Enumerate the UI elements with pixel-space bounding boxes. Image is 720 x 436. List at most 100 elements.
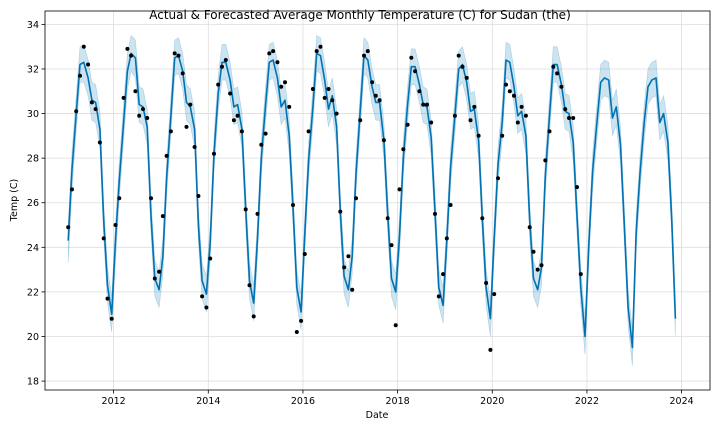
actual-point (299, 318, 304, 323)
actual-point (523, 113, 528, 118)
actual-point (93, 107, 98, 112)
actual-point (448, 203, 453, 207)
actual-point (484, 281, 489, 285)
actual-point (429, 120, 434, 125)
actual-point (235, 113, 240, 118)
uncertainty-band (67, 34, 676, 366)
y-tick-label: 34 (27, 20, 39, 31)
actual-point (559, 84, 564, 89)
x-tick-label: 2014 (196, 396, 220, 407)
actual-point (231, 118, 236, 123)
actual-point (346, 254, 351, 259)
x-tick-label: 2022 (575, 396, 599, 407)
y-tick-label: 20 (27, 332, 39, 343)
actual-point (275, 60, 280, 65)
actual-point (571, 116, 576, 120)
actual-point (476, 133, 481, 138)
actual-point (255, 211, 260, 216)
y-tick-label: 28 (27, 154, 39, 165)
actual-point (515, 120, 520, 125)
x-tick-label: 2024 (670, 396, 694, 407)
actual-point (472, 104, 477, 109)
x-axis-label: Date (366, 410, 389, 421)
actual-point (370, 80, 375, 85)
x-tick-label: 2016 (291, 396, 315, 407)
actual-point (220, 64, 224, 69)
actual-point (243, 207, 248, 212)
actual-point (263, 131, 268, 136)
actual-point (306, 129, 311, 134)
y-axis-label: Temp (C) (9, 179, 20, 222)
actual-point (547, 129, 552, 134)
actual-point (433, 211, 437, 216)
actual-point (70, 187, 74, 192)
actual-point (381, 138, 386, 143)
x-axis-ticks: 2012 2014 2016 2018 2020 2022 2024 (102, 390, 694, 407)
actual-point (385, 216, 390, 221)
actual-point (512, 93, 516, 98)
actual-point (326, 87, 331, 91)
actual-point (322, 95, 327, 100)
y-tick-label: 24 (27, 243, 39, 254)
x-tick-label: 2020 (480, 396, 504, 407)
actual-point (389, 243, 394, 248)
actual-point (377, 98, 382, 103)
x-tick-label: 2012 (102, 396, 126, 407)
actual-point (196, 194, 201, 198)
actual-point (66, 225, 71, 230)
actual-point (188, 102, 193, 107)
y-tick-label: 18 (27, 377, 39, 388)
actual-point (421, 102, 426, 107)
actual-point (212, 151, 216, 156)
forecast-line (67, 52, 677, 349)
actual-point (365, 49, 370, 54)
actual-point (535, 267, 540, 272)
actual-point (531, 249, 536, 254)
actual-point (294, 330, 299, 334)
actual-point (496, 176, 500, 181)
actual-point (125, 46, 130, 51)
actual-point (81, 44, 86, 49)
actual-point (78, 73, 82, 78)
actual-point (129, 53, 134, 58)
actual-point (555, 71, 560, 76)
actual-point (101, 236, 106, 241)
actual-point (141, 107, 145, 112)
actual-point (393, 323, 398, 328)
actual-point (567, 116, 571, 120)
actual-point (527, 225, 532, 230)
actual-point (318, 44, 323, 49)
y-axis-ticks: 18 20 22 24 26 28 30 32 34 (27, 20, 45, 388)
actual-point (86, 62, 91, 67)
actual-point (160, 214, 165, 219)
actual-point (444, 236, 449, 241)
actual-point (456, 53, 461, 58)
actual-point (259, 142, 264, 147)
actual-point (350, 287, 355, 292)
actual-point (145, 116, 150, 120)
actual-point (302, 252, 307, 256)
actual-point (338, 209, 343, 214)
actual-point (200, 294, 205, 299)
actual-point (152, 276, 157, 281)
actual-point (575, 185, 579, 190)
actual-point (168, 129, 173, 134)
y-tick-label: 32 (27, 64, 39, 75)
actual-point (310, 87, 315, 91)
y-tick-label: 30 (27, 109, 39, 120)
actual-point (228, 91, 233, 96)
actual-point (149, 196, 153, 201)
actual-point (239, 129, 244, 134)
actual-point (137, 113, 142, 118)
actual-point (208, 256, 213, 261)
actual-point (480, 216, 485, 221)
actual-point (409, 55, 414, 60)
grid (45, 11, 710, 390)
actual-point (342, 265, 347, 270)
actual-point (354, 196, 358, 201)
actual-point (279, 84, 284, 89)
actual-point (464, 75, 469, 80)
actual-point (507, 89, 512, 94)
